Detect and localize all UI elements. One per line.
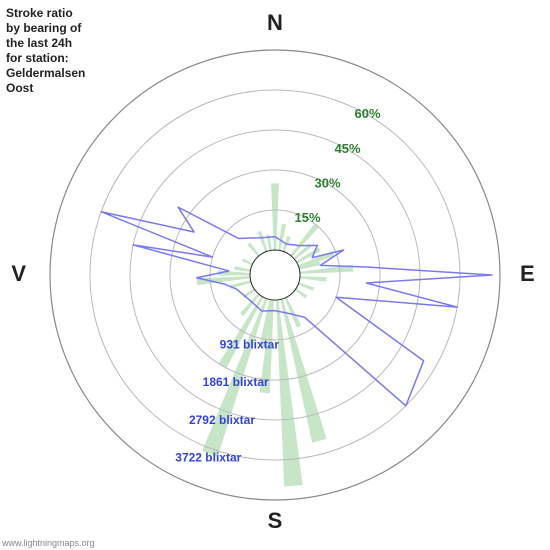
- cardinal-n: N: [267, 10, 283, 35]
- cardinal-s: S: [268, 508, 283, 533]
- blixtar-label: 2792 blixtar: [189, 413, 255, 427]
- cardinal-v: V: [11, 261, 26, 286]
- blixtar-label: 1861 blixtar: [203, 375, 269, 389]
- pct-label: 30%: [314, 176, 340, 191]
- cardinal-e: E: [520, 261, 535, 286]
- blixtar-label: 931 blixtar: [220, 338, 280, 352]
- pct-label: 45%: [334, 141, 360, 156]
- hub: [250, 250, 300, 300]
- pct-label: 60%: [354, 106, 380, 121]
- footer-credit: www.lightningmaps.org: [2, 538, 95, 548]
- chart-title: Stroke ratio by bearing of the last 24h …: [6, 6, 85, 96]
- stroke-series-line: [101, 207, 492, 406]
- blixtar-label: 3722 blixtar: [175, 450, 241, 464]
- pct-label: 15%: [294, 210, 320, 225]
